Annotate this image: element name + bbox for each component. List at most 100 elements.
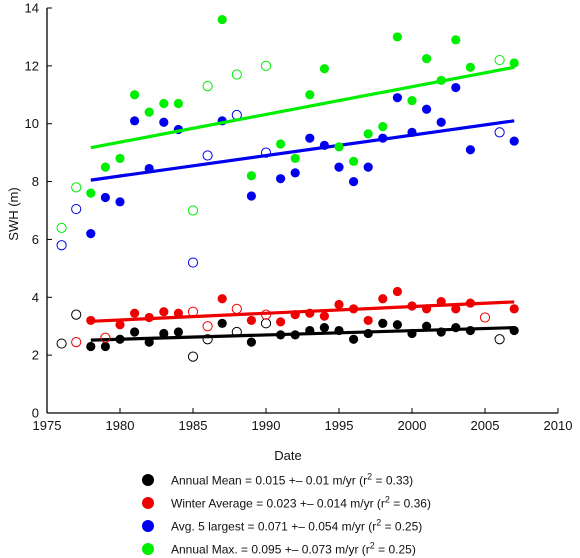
data-point	[159, 307, 169, 317]
x-axis-title: Date	[274, 448, 301, 463]
data-point	[392, 93, 402, 103]
data-point	[465, 62, 475, 72]
data-point	[173, 308, 183, 318]
data-point	[217, 14, 227, 25]
legend-marker	[142, 520, 154, 532]
data-point	[144, 107, 154, 117]
x-tick-label: 1985	[179, 418, 208, 433]
data-point-open	[100, 332, 111, 343]
data-point	[334, 299, 344, 310]
trend-line-winter_average	[90, 300, 515, 323]
data-point	[451, 304, 461, 314]
data-point-open	[231, 69, 242, 80]
data-point-open	[71, 337, 82, 348]
data-point	[115, 320, 125, 330]
y-tick-label: 8	[32, 174, 39, 189]
y-tick-label: 2	[32, 348, 39, 363]
x-tick-label: 1990	[252, 418, 281, 433]
data-point-open	[56, 222, 67, 233]
data-point	[392, 286, 402, 297]
data-point	[276, 139, 286, 149]
legend-item-winter_average: Winter Average = 0.023 +– 0.014 m/yr (r2…	[142, 495, 431, 511]
legend-label: Annual Max. = 0.095 +– 0.073 m/yr (r2 = …	[171, 541, 416, 557]
legend-item-annual_max: Annual Max. = 0.095 +– 0.073 m/yr (r2 = …	[142, 541, 416, 557]
data-point	[159, 117, 169, 127]
data-point	[465, 145, 475, 155]
data-point	[130, 116, 140, 126]
data-point	[334, 162, 344, 172]
data-point	[451, 35, 461, 45]
data-point	[349, 334, 359, 344]
data-point	[363, 162, 373, 172]
data-point-open	[494, 127, 505, 138]
data-point	[290, 168, 300, 178]
data-point	[130, 90, 140, 100]
y-tick-label: 14	[25, 1, 39, 16]
y-axis-title: SWH (m)	[6, 187, 21, 240]
x-tick-label: 1975	[33, 418, 62, 433]
data-point-open	[260, 147, 272, 158]
data-point-open	[202, 150, 213, 161]
data-point	[173, 98, 183, 109]
data-point	[86, 341, 96, 352]
data-point	[100, 341, 110, 352]
data-point	[451, 82, 461, 93]
data-point	[86, 229, 96, 239]
legend-label: Winter Average = 0.023 +– 0.014 m/yr (r2…	[171, 495, 431, 511]
data-point	[378, 294, 388, 304]
y-tick-label: 6	[32, 232, 39, 247]
data-point	[436, 117, 446, 127]
data-point	[319, 311, 329, 321]
data-point	[100, 162, 110, 172]
series-annual_mean	[56, 309, 519, 362]
data-point	[173, 327, 183, 337]
data-point	[305, 133, 315, 143]
data-point-open	[56, 240, 67, 251]
data-point-open	[71, 309, 82, 320]
data-point	[276, 174, 286, 184]
x-tick-label: 2010	[544, 418, 573, 433]
data-point	[246, 171, 256, 181]
y-tick-label: 4	[32, 290, 39, 305]
data-point-open	[479, 312, 491, 323]
data-point	[378, 122, 388, 132]
data-point	[363, 129, 373, 139]
data-point-open	[187, 205, 199, 216]
legend-marker	[142, 474, 154, 486]
data-point	[246, 337, 256, 347]
data-point-open	[56, 338, 67, 349]
data-point	[509, 304, 519, 314]
trend-line-annual_max	[90, 65, 515, 150]
data-point	[130, 308, 140, 318]
axes: 1975 1980 1985 1990 1995 2000 2005 2010 0 2 4 6 8 10 1…	[25, 1, 573, 434]
data-point	[334, 142, 344, 152]
legend-marker	[142, 543, 154, 555]
data-point-open	[494, 334, 505, 345]
trend-line-avg_5_largest	[90, 119, 515, 182]
x-tick-label: 2005	[471, 418, 500, 433]
y-tick-label: 0	[32, 406, 39, 421]
y-tick-label: 10	[25, 116, 39, 131]
data-point	[130, 327, 140, 337]
series-winter_average	[71, 286, 519, 348]
legend-label: Avg. 5 largest = 0.071 +– 0.054 m/yr (r2…	[171, 518, 422, 534]
data-point	[319, 323, 329, 333]
data-point	[509, 136, 519, 146]
data-point	[378, 318, 388, 328]
data-point	[276, 317, 286, 327]
legend-item-avg_5_largest: Avg. 5 largest = 0.071 +– 0.054 m/yr (r2…	[142, 518, 422, 534]
x-tick-label: 1980	[106, 418, 135, 433]
data-point	[422, 321, 432, 331]
data-point	[392, 320, 402, 330]
data-point	[217, 294, 227, 304]
data-point	[217, 318, 227, 328]
x-tick-label: 2000	[398, 418, 427, 433]
data-point-open	[202, 334, 213, 345]
data-point	[290, 153, 300, 164]
data-point	[305, 90, 315, 100]
x-tick-label: 1995	[325, 418, 354, 433]
data-point	[392, 32, 402, 42]
data-point-open	[71, 203, 82, 215]
data-point-open	[187, 351, 199, 362]
